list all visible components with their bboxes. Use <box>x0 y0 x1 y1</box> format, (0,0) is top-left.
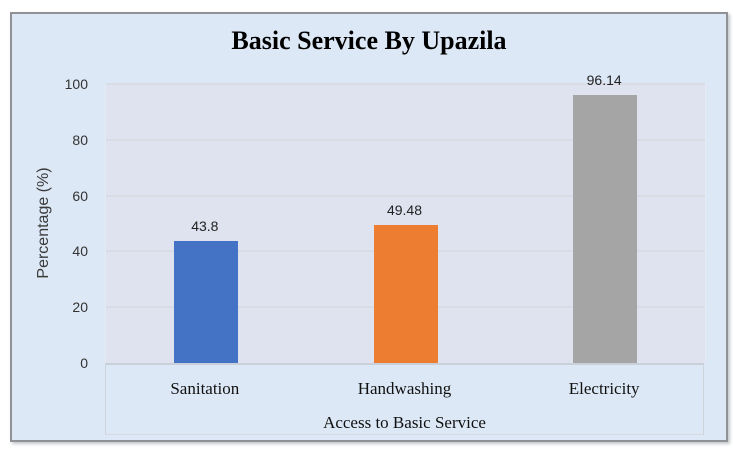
plot-area <box>105 83 706 363</box>
category-label-electricity: Electricity <box>568 379 640 398</box>
x-axis-strip <box>105 363 704 435</box>
y-tick-label-80: 80 <box>72 131 88 148</box>
gridline-100 <box>106 83 705 85</box>
chart-frame: Basic Service By Upazila 0 20 40 60 80 100 Pe… <box>10 12 728 442</box>
category-label-sanitation: Sanitation <box>170 379 240 398</box>
y-tick-label-0: 0 <box>80 355 88 371</box>
category-label-handwashing: Handwashing <box>357 379 452 398</box>
y-tick-label-100: 100 <box>64 76 88 92</box>
y-tick-label-40: 40 <box>72 243 88 260</box>
y-tick-label-60: 60 <box>72 187 88 204</box>
x-axis-title: Access to Basic Service <box>323 413 486 432</box>
gridline-60 <box>106 194 705 197</box>
bar-handwashing <box>373 224 438 363</box>
bar-electricity <box>573 94 638 363</box>
y-tick-label-20: 20 <box>72 299 88 316</box>
bar-value-label-sanitation: 43.8 <box>191 217 219 234</box>
bar-value-label-electricity: 96.14 <box>586 71 622 88</box>
gridline-80 <box>106 138 705 141</box>
bar-value-label-handwashing: 49.48 <box>386 201 423 218</box>
y-axis-title: Percentage (%) <box>35 167 52 279</box>
chart-title: Basic Service By Upazila <box>231 26 507 55</box>
bar-sanitation <box>173 240 238 363</box>
